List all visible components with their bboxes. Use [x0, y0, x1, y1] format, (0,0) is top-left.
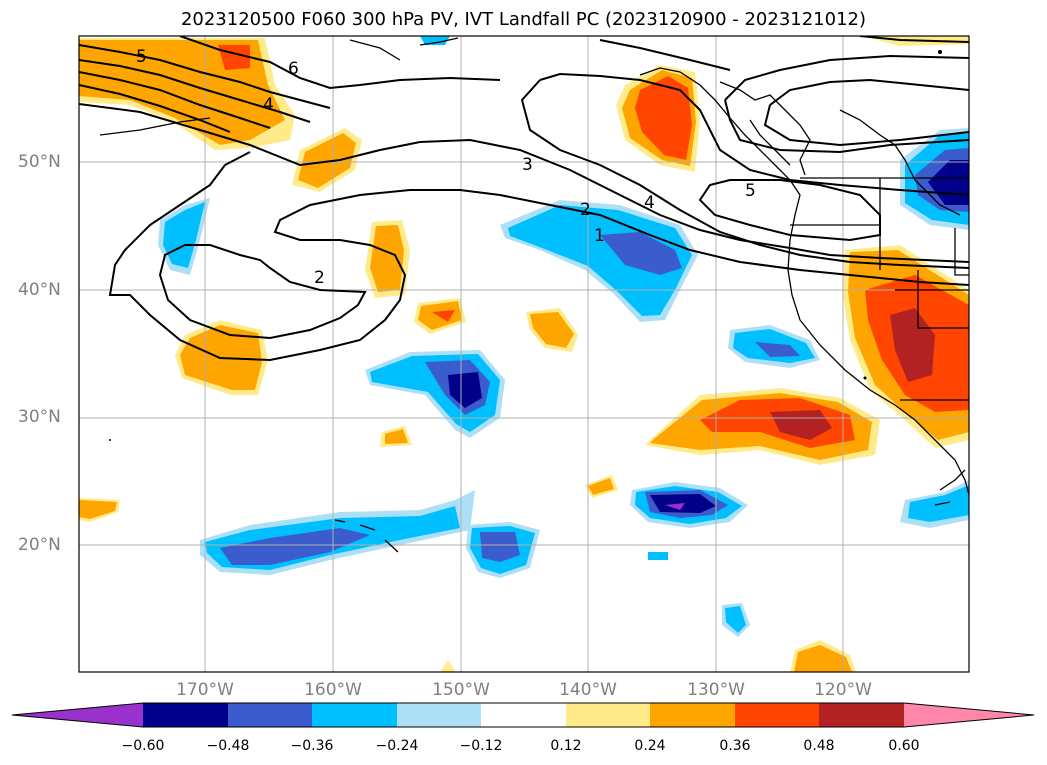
ivt-positive-areas: [79, 36, 969, 672]
colorbar-bin: [397, 703, 481, 727]
map-title: 2023120500 F060 300 hPa PV, IVT Landfall…: [180, 9, 867, 30]
colorbar-bin: [481, 703, 566, 727]
lon-label: 170°W: [176, 680, 234, 700]
contour-label: 2: [580, 200, 591, 220]
colorbar-tick-label: 0.60: [888, 738, 920, 754]
colorbar-bin: [228, 703, 312, 727]
colorbar-tick-label: −0.60: [121, 738, 165, 754]
colorbar-bin: [143, 703, 228, 727]
islands: [109, 50, 942, 441]
contour-label: 5: [136, 47, 147, 67]
plot-frame: [78, 35, 970, 673]
pv-contours: [79, 36, 969, 362]
colorbar-extend-low: [12, 703, 143, 727]
lat-label: 50°N: [18, 152, 61, 172]
colorbar-tick-label: 0.24: [634, 738, 666, 754]
lat-label: 40°N: [18, 280, 61, 300]
colorbar-bin: [650, 703, 735, 727]
colorbar-tick-label: −0.36: [290, 738, 334, 754]
contour-label: 1: [594, 226, 605, 246]
colorbar-tick-label: 0.36: [719, 738, 751, 754]
colorbar-extend-high: [904, 703, 1034, 727]
colorbar-tick-label: 0.48: [803, 738, 835, 754]
graticule: [79, 36, 969, 672]
contour-label: 6: [288, 59, 299, 79]
shaded-field: 5 6 4 3 2 4 1 5 2: [79, 36, 969, 672]
lon-label: 120°W: [814, 680, 872, 700]
lon-label: 130°W: [687, 680, 745, 700]
colorbar-bin: [312, 703, 397, 727]
colorbar-tick-label: −0.12: [459, 738, 503, 754]
lat-label: 30°N: [18, 407, 61, 427]
contour-label: 5: [745, 181, 756, 201]
lon-label: 160°W: [304, 680, 362, 700]
colorbar-bin: [566, 703, 650, 727]
contour-label: 4: [263, 95, 274, 115]
colorbar-tick-label: 0.12: [550, 738, 582, 754]
contour-label: 2: [314, 268, 325, 288]
colorbar-tick-label: −0.24: [375, 738, 419, 754]
coastlines: [99, 37, 969, 553]
colorbar-bin: [819, 703, 904, 727]
contour-label: 4: [644, 193, 655, 213]
lon-label: 150°W: [432, 680, 490, 700]
contour-label: 3: [522, 155, 533, 175]
colorbar-bin: [735, 703, 819, 727]
colorbar: [11, 702, 1035, 728]
contour-labels: 5 6 4 3 2 4 1 5 2: [136, 47, 756, 288]
lon-label: 140°W: [559, 680, 617, 700]
lat-label: 20°N: [18, 535, 61, 555]
colorbar-tick-label: −0.48: [206, 738, 250, 754]
ivt-negative-areas: [158, 36, 969, 637]
